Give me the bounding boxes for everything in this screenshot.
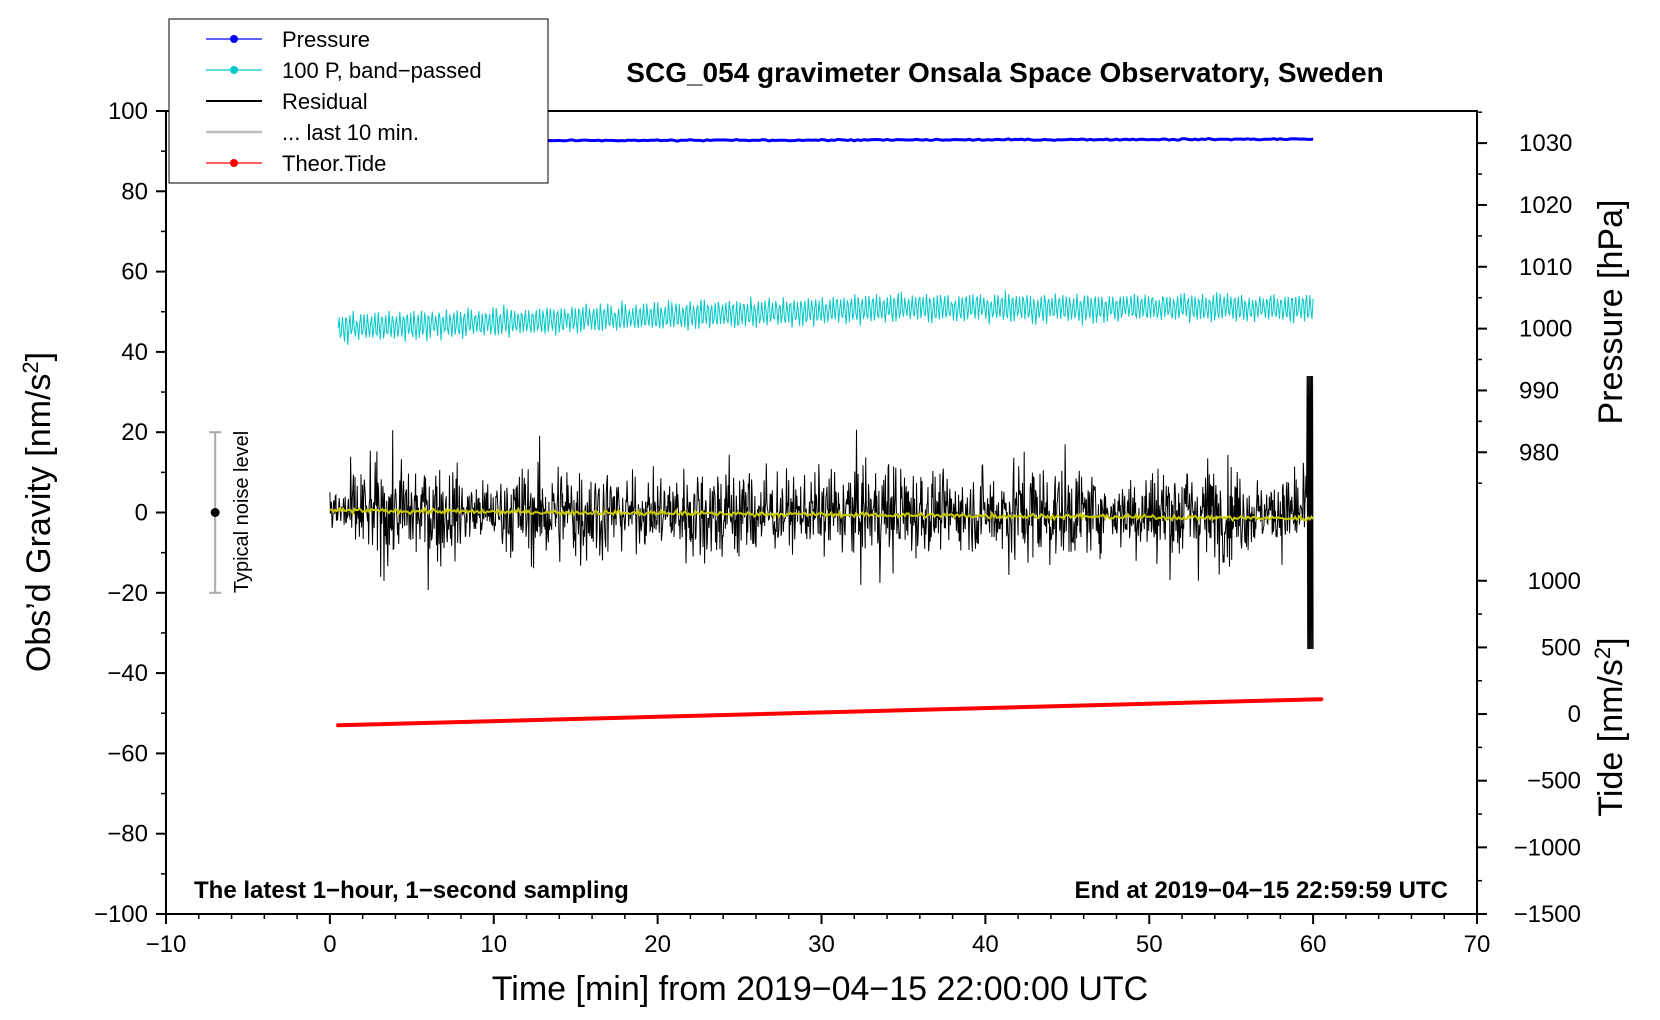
- tide-tick-label: 500: [1541, 634, 1581, 661]
- y-axis-title-tide-sup: 2: [1590, 647, 1615, 659]
- legend-marker-theor-tide: [230, 159, 238, 167]
- y-axis-ticks: −100 −80 −60 −40 −20 0 20 40 60 80 100: [94, 98, 166, 928]
- tide-tick-label: −1500: [1514, 901, 1581, 928]
- y-axis-title-left-main: Obs’d Gravity [nm/s: [20, 374, 58, 673]
- y-tick-label: 20: [121, 419, 148, 446]
- y-axis-title-left: Obs’d Gravity [nm/s2]: [18, 352, 58, 672]
- legend-label-theor-tide: Theor.Tide: [282, 151, 386, 176]
- x-tick-label: 40: [972, 931, 999, 958]
- legend: Pressure 100 P, band−passed Residual ...…: [168, 18, 549, 184]
- y-tick-label: 40: [121, 339, 148, 366]
- legend-label-last-10-min: ... last 10 min.: [282, 120, 419, 145]
- x-tick-label: 70: [1464, 931, 1491, 958]
- x-tick-label: 60: [1300, 931, 1327, 958]
- y-axis-title-tide-close: ]: [1592, 637, 1630, 646]
- noise-level-label: Typical noise level: [231, 431, 253, 593]
- legend-marker-pressure: [230, 35, 238, 43]
- legend-entry-residual: Residual: [206, 89, 368, 114]
- y-tick-label: −40: [107, 660, 148, 687]
- x-tick-label: −10: [146, 931, 187, 958]
- series-band-passed: [337, 290, 1314, 345]
- annotation-sampling: The latest 1−hour, 1−second sampling: [194, 877, 629, 904]
- legend-entry-last-10-min: ... last 10 min.: [206, 120, 419, 145]
- y-tick-label: −80: [107, 821, 148, 848]
- legend-entry-pressure: Pressure: [206, 27, 370, 52]
- pressure-tick-label: 1030: [1519, 130, 1572, 157]
- legend-label-band-passed: 100 P, band−passed: [282, 58, 482, 83]
- legend-label-pressure: Pressure: [282, 27, 370, 52]
- y-tick-label: 80: [121, 178, 148, 205]
- y-axis-title-tide-main: Tide [nm/s: [1592, 659, 1630, 816]
- chart-title: SCG_054 gravimeter Onsala Space Observat…: [626, 57, 1383, 88]
- legend-label-residual: Residual: [282, 89, 368, 114]
- annotation-end-time: End at 2019−04−15 22:59:59 UTC: [1074, 877, 1448, 904]
- tide-tick-label: 0: [1568, 701, 1581, 728]
- series-theor-tide: [336, 697, 1324, 728]
- x-axis-ticks: −10 0 10 20 30 40 50 60 70: [146, 914, 1491, 958]
- x-tick-label: 20: [644, 931, 671, 958]
- x-axis-title: Time [min] from 2019−04−15 22:00:00 UTC: [492, 970, 1148, 1008]
- pressure-axis-ticks: 980 990 1000 1010 1020 1030: [1477, 111, 1572, 484]
- y-tick-label: 0: [135, 500, 148, 527]
- pressure-tick-label: 980: [1519, 439, 1559, 466]
- pressure-tick-label: 1020: [1519, 192, 1572, 219]
- y-axis-title-left-close: ]: [20, 352, 58, 361]
- y-tick-label: −20: [107, 580, 148, 607]
- y-tick-label: −60: [107, 740, 148, 767]
- noise-bar-center-dot: [210, 508, 220, 517]
- x-tick-label: 30: [808, 931, 835, 958]
- tide-tick-label: 1000: [1528, 568, 1581, 595]
- tide-tick-label: −1000: [1514, 834, 1581, 861]
- x-tick-label: 0: [323, 931, 336, 958]
- y-axis-title-left-sup: 2: [18, 361, 43, 373]
- series-residual-smoothed: [329, 506, 1314, 523]
- pressure-tick-label: 990: [1519, 377, 1559, 404]
- legend-entry-theor-tide: Theor.Tide: [206, 151, 386, 176]
- y-tick-label: −100: [94, 901, 148, 928]
- y-tick-label: 60: [121, 259, 148, 286]
- noise-level-bar: [209, 431, 222, 594]
- y-axis-title-tide: Tide [nm/s2]: [1590, 637, 1630, 816]
- x-tick-label: 10: [480, 931, 507, 958]
- tide-tick-label: −500: [1527, 768, 1581, 795]
- series-residual: [329, 375, 1314, 650]
- legend-marker-band-passed: [230, 66, 238, 74]
- x-tick-label: 50: [1136, 931, 1163, 958]
- legend-entry-band-passed: 100 P, band−passed: [206, 58, 482, 83]
- y-tick-label: 100: [108, 98, 148, 125]
- series-layer: [329, 136, 1324, 728]
- y-axis-title-pressure: Pressure [hPa]: [1592, 200, 1630, 425]
- pressure-tick-label: 1000: [1519, 316, 1572, 343]
- pressure-tick-label: 1010: [1519, 254, 1572, 281]
- tide-axis-ticks: −1500 −1000 −500 0 500 1000: [1477, 568, 1581, 928]
